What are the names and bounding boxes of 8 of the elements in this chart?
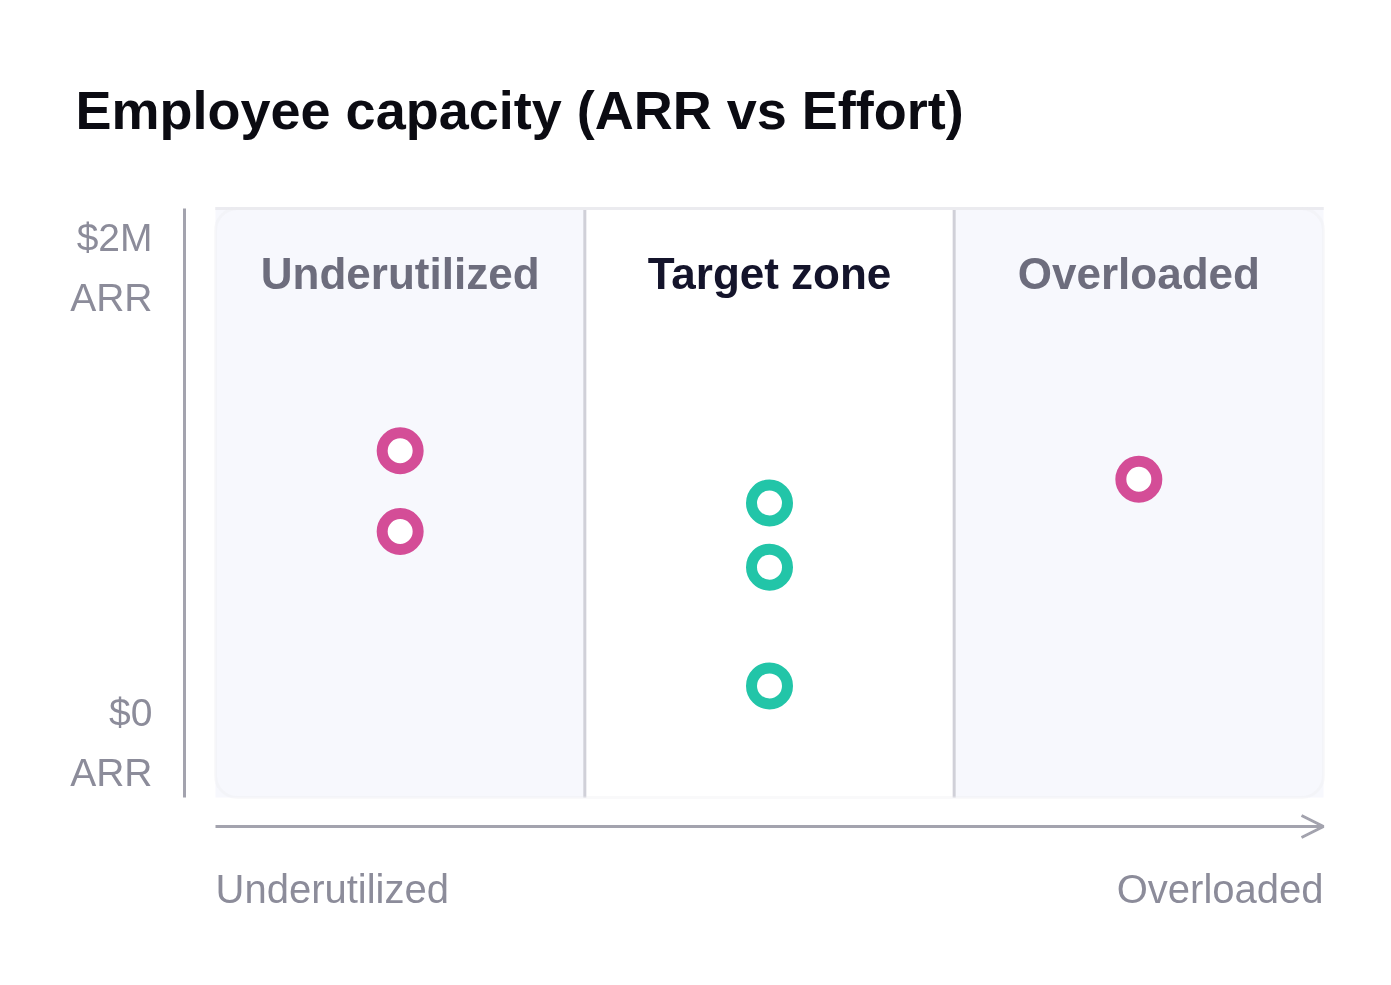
text: Overloaded: [1116, 866, 1324, 911]
x-tick-label: Overloaded: [1017, 248, 1260, 298]
x-tick-label: Target zone: [647, 248, 892, 298]
text: Underutilized: [215, 866, 449, 911]
x-tick-label: Underutilized: [260, 248, 540, 298]
y-tick-label: $2M ARR: [70, 216, 153, 320]
y-tick-label: $0 ARR: [70, 691, 153, 795]
chart-title: Employee capacity (ARR vs Effort): [75, 79, 964, 140]
